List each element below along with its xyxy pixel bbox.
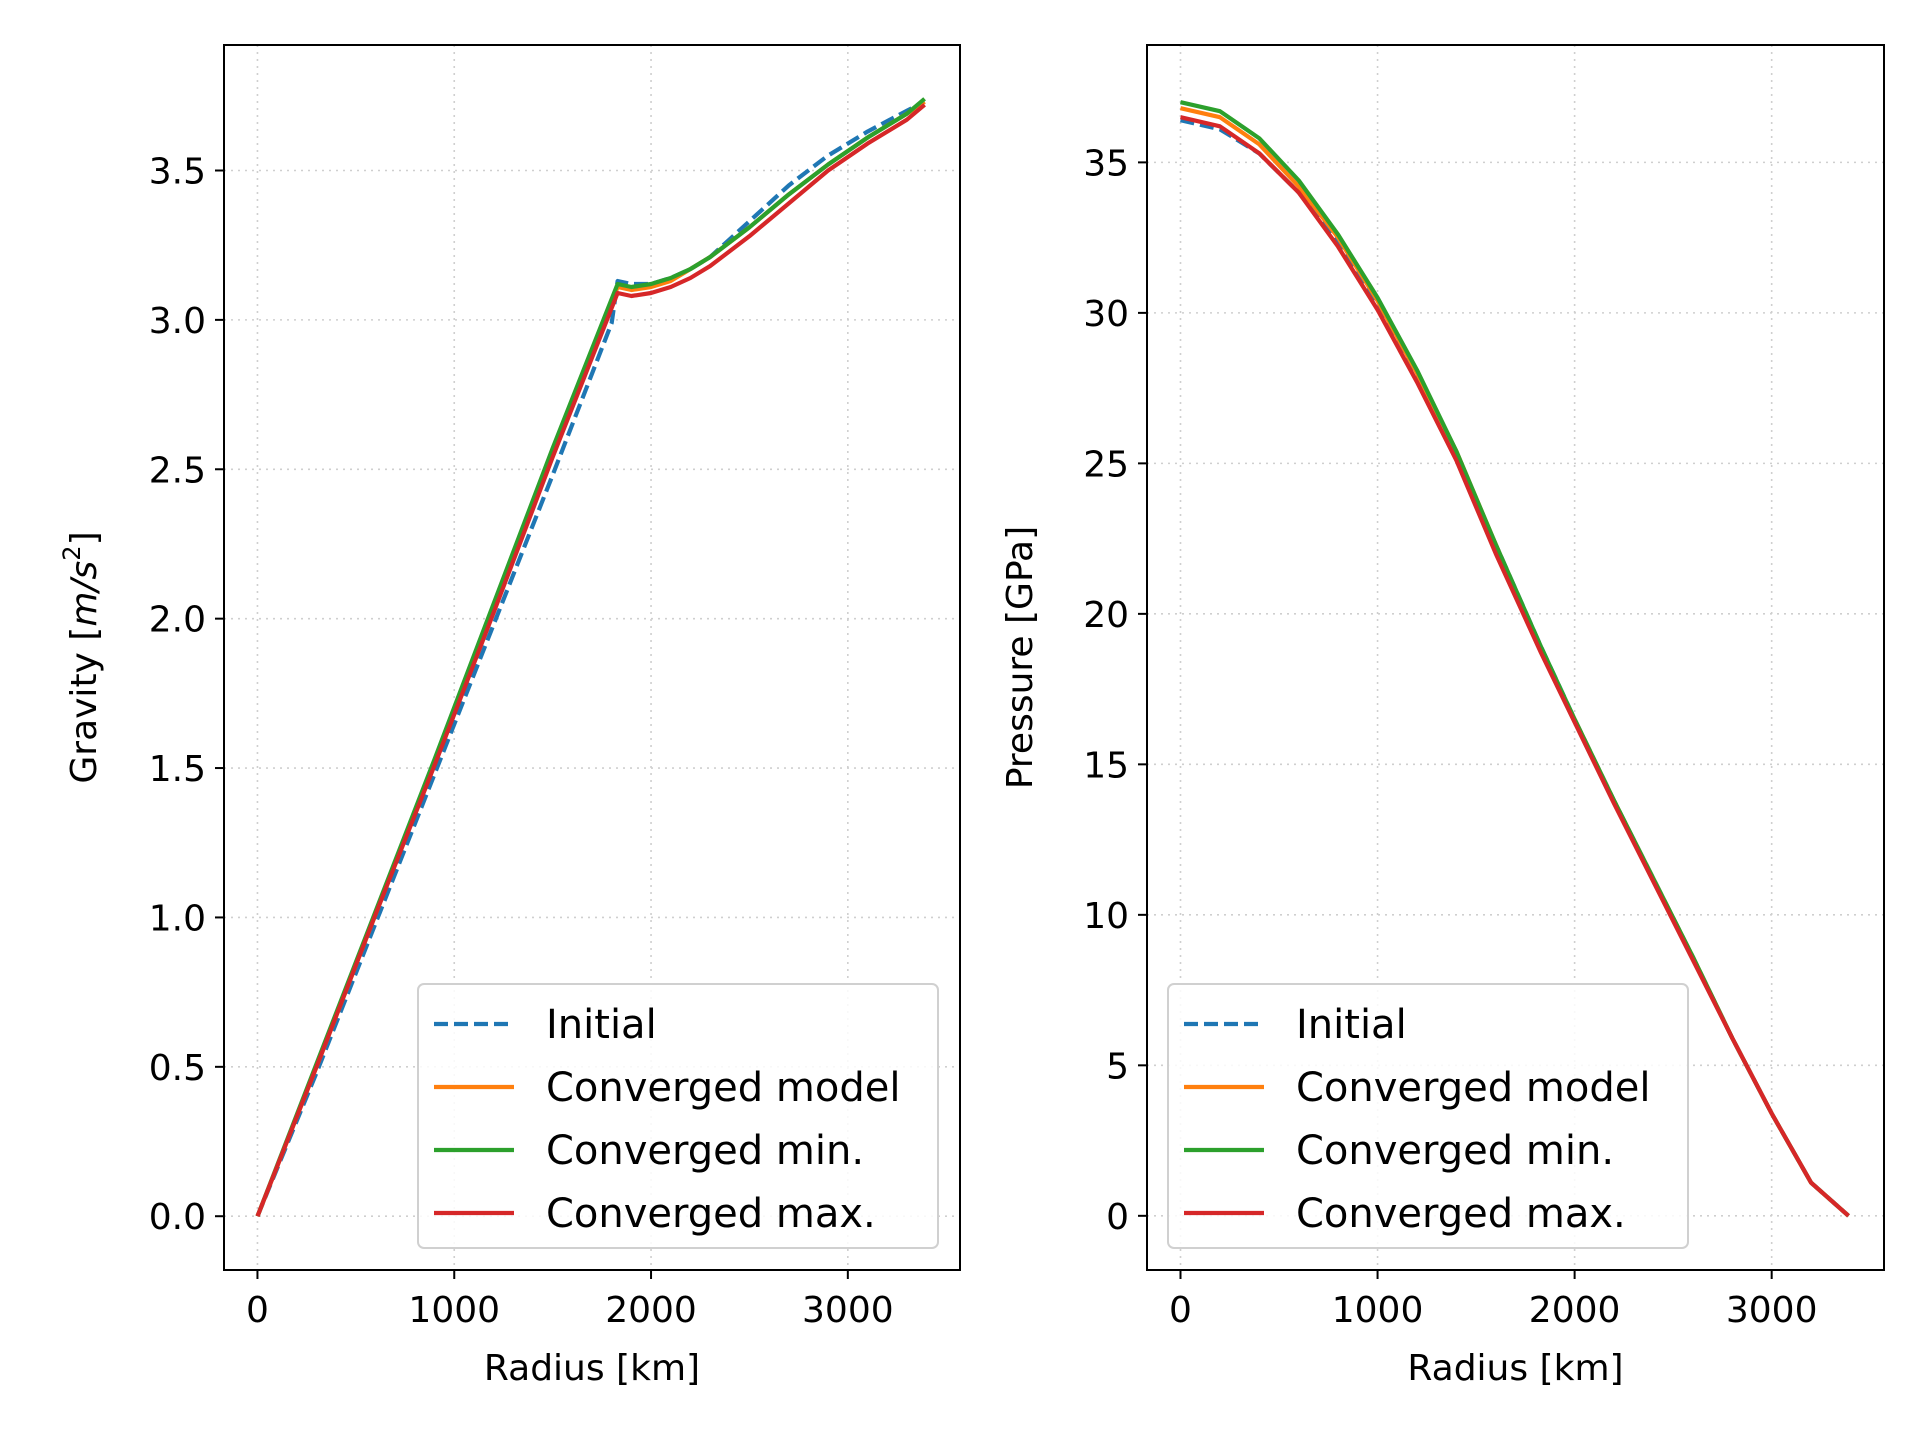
y-tick-label: 10: [1083, 896, 1129, 937]
pressure-panel: 0 1000 2000 3000 0 5 10 15 20 25 30 35 Radius [km] Pr…: [1000, 44, 1885, 1389]
gravity-panel: 0 1000 2000 3000 0.0 0.5 1.0 1.5 2.0 2.5 3.0 3.5 Rad…: [58, 44, 961, 1389]
legend-label: Converged model: [546, 1065, 900, 1111]
y-tick-label: 1.5: [149, 749, 206, 790]
legend-label: Converged min.: [546, 1128, 864, 1174]
legend-box: [1167, 983, 1689, 1249]
x-tick-label: 0: [1169, 1290, 1192, 1331]
legend: Initial Converged model Converged min. Conv…: [1167, 983, 1689, 1249]
y-tick-label: 0.5: [149, 1048, 206, 1089]
x-tick-label: 2000: [1529, 1290, 1621, 1331]
y-tick-label: 2.5: [149, 450, 206, 491]
y-tick-label: 0.0: [149, 1197, 206, 1238]
grid: [1147, 45, 1884, 1270]
legend-label: Converged max.: [1296, 1191, 1626, 1237]
y-axis-label: Pressure [GPa]: [1000, 526, 1041, 789]
x-tick-label: 3000: [1726, 1290, 1818, 1331]
y-tick-label: 3.5: [149, 151, 206, 192]
x-axis-label: Radius [km]: [484, 1348, 700, 1389]
y-axis-label: Gravity [m/s2]: [58, 531, 105, 783]
legend-label: Initial: [546, 1002, 657, 1048]
y-axis-label-prefix: Gravity [: [64, 627, 105, 784]
legend-label: Converged min.: [1296, 1128, 1614, 1174]
y-axis-label-suffix: ]: [64, 531, 105, 545]
y-tick-label: 3.0: [149, 301, 206, 342]
x-tick-label: 1000: [408, 1290, 500, 1331]
x-tick-label: 0: [246, 1290, 269, 1331]
y-tick-label: 25: [1083, 444, 1129, 485]
y-axis-label-exponent: 2: [58, 545, 86, 560]
legend-label: Converged model: [1296, 1065, 1650, 1111]
y-tick-label: 35: [1083, 143, 1129, 184]
y-axis-label-unit: m/s: [64, 561, 105, 627]
y-tick-label: 30: [1083, 294, 1129, 335]
series-line-converged-max: [1180, 115, 1850, 1218]
y-tick-label: 2.0: [149, 600, 206, 641]
axes-frame: [223, 44, 961, 1271]
legend-box: [417, 983, 939, 1249]
x-tick-label: 1000: [1332, 1290, 1424, 1331]
x-tick-label: 3000: [802, 1290, 894, 1331]
x-tick-label: 2000: [605, 1290, 697, 1331]
y-tick-label: 15: [1083, 745, 1129, 786]
y-tick-label: 1.0: [149, 898, 206, 939]
legend-label: Initial: [1296, 1002, 1407, 1048]
series-line-converged-max: [255, 103, 926, 1217]
y-tick-label: 0: [1106, 1197, 1129, 1238]
y-tick-label: 20: [1083, 595, 1129, 636]
series-lines: [1180, 100, 1850, 1218]
series-lines: [255, 97, 926, 1217]
axes-frame: [1146, 44, 1885, 1271]
y-tick-label: 5: [1106, 1046, 1129, 1087]
grid: [224, 45, 960, 1270]
legend: Initial Converged model Converged min. Conv…: [417, 983, 939, 1249]
legend-label: Converged max.: [546, 1191, 876, 1237]
x-axis-label: Radius [km]: [1407, 1348, 1623, 1389]
